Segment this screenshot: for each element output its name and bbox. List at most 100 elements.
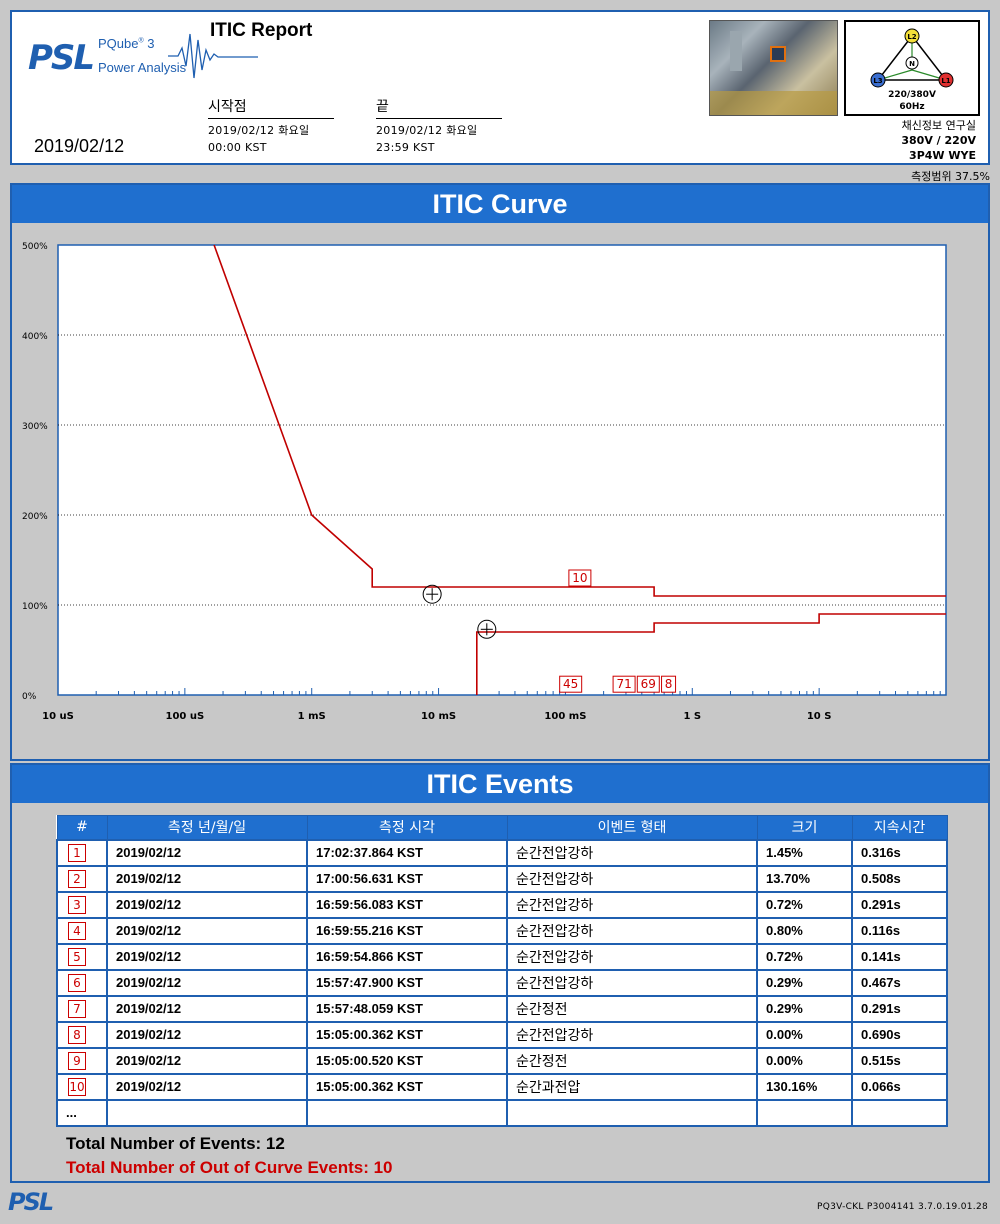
svg-text:L1: L1 xyxy=(941,77,950,85)
event-mag-cell: 0.72% xyxy=(756,942,853,971)
footer-version: PQ3V-CKL P3004141 3.7.0.19.01.28 xyxy=(817,1202,988,1212)
event-type-cell: 순간전압강하 xyxy=(506,864,758,893)
event-number-cell: 2 xyxy=(56,864,108,893)
y-tick-label: 200% xyxy=(22,512,48,522)
wiring-frequency: 60Hz xyxy=(899,102,925,112)
event-dur-cell: 0.467s xyxy=(851,968,948,997)
table-row: 4 2019/02/12 16:59:55.216 KST 순간전압강하 0.80% 0.… xyxy=(56,916,948,945)
event-time-cell: 15:05:00.362 KST xyxy=(306,1020,508,1049)
total-out-of-curve-events: Total Number of Out of Curve Events: 10 xyxy=(66,1158,393,1177)
event-number-badge: 5 xyxy=(68,947,86,966)
event-type-cell: 순간과전압 xyxy=(506,1072,758,1101)
event-type-cell: 순간전압강하 xyxy=(506,838,758,867)
event-crosshair-icon xyxy=(422,584,442,604)
event-label-box xyxy=(612,675,636,693)
table-row: 5 2019/02/12 16:59:54.866 KST 순간전압강하 0.72% 0.… xyxy=(56,942,948,971)
event-number-badge: 6 xyxy=(68,973,86,992)
itic-chart: 0% 100% 200% 300% 400% 500% 10 uS 100 uS 1 mS 10 … xyxy=(12,225,988,759)
y-tick-label: 400% xyxy=(22,332,48,342)
table-row: 6 2019/02/12 15:57:47.900 KST 순간전압강하 0.29% 0.… xyxy=(56,968,948,997)
empty-cell xyxy=(306,1098,508,1127)
x-tick-label: 10 S xyxy=(807,711,832,722)
event-mag-cell: 0.00% xyxy=(756,1046,853,1075)
end-date: 2019/02/12 화요일 xyxy=(376,124,478,137)
event-mag-cell: 1.45% xyxy=(756,838,853,867)
total-events: Total Number of Events: 12 xyxy=(66,1134,285,1153)
start-date: 2019/02/12 화요일 xyxy=(208,124,310,137)
table-row: 2 2019/02/12 17:00:56.631 KST 순간전압강하 13.70% 0… xyxy=(56,864,948,893)
event-number-badge: 9 xyxy=(68,1051,86,1070)
event-date-cell: 2019/02/12 xyxy=(106,864,308,893)
product-subtitle: Power Analysis xyxy=(98,60,187,75)
event-time-cell: 15:05:00.520 KST xyxy=(306,1046,508,1075)
table-header-row: # 측정 년/월/일 측정 시각 이벤트 형태 크기 지속시간 xyxy=(56,815,948,840)
end-label: 끝 xyxy=(376,96,502,119)
event-dur-cell: 0.066s xyxy=(851,1072,948,1101)
x-tick-label: 10 mS xyxy=(421,711,456,722)
event-date-cell: 2019/02/12 xyxy=(106,1046,308,1075)
event-dur-cell: 0.316s xyxy=(851,838,948,867)
event-number-cell: 1 xyxy=(56,838,108,867)
start-time: 00:00 KST xyxy=(208,141,267,154)
event-label: 45 xyxy=(563,677,578,691)
event-number-cell: 8 xyxy=(56,1020,108,1049)
event-date-cell: 2019/02/12 xyxy=(106,838,308,867)
nominal-voltage: 380V / 220V xyxy=(901,134,976,147)
itic-chart-svg: 0% 100% 200% 300% 400% 500% 10 uS 100 uS 1 mS 10 … xyxy=(22,242,947,722)
event-time-cell: 15:57:47.900 KST xyxy=(306,968,508,997)
table-row: 1 2019/02/12 17:02:37.864 KST 순간전압강하 1.45% 0.… xyxy=(56,838,948,867)
event-number-badge: 8 xyxy=(68,1025,86,1044)
site-name: 채신정보 연구실 xyxy=(901,119,976,132)
event-time-cell: 17:02:37.864 KST xyxy=(306,838,508,867)
event-label-box xyxy=(559,675,583,693)
event-mag-cell: 0.80% xyxy=(756,916,853,945)
event-time-cell: 15:57:48.059 KST xyxy=(306,994,508,1023)
event-number-cell: 6 xyxy=(56,968,108,997)
ellipsis-cell: ... xyxy=(56,1098,108,1127)
event-mag-cell: 0.29% xyxy=(756,994,853,1023)
event-number-cell: 5 xyxy=(56,942,108,971)
logo-psl-text: PSL xyxy=(28,38,95,78)
event-time-cell: 15:05:00.362 KST xyxy=(306,1072,508,1101)
event-date-cell: 2019/02/12 xyxy=(106,916,308,945)
event-number-badge: 4 xyxy=(68,921,86,940)
table-row: 7 2019/02/12 15:57:48.059 KST 순간정전 0.29% 0.29… xyxy=(56,994,948,1023)
col-header-date: 측정 년/월/일 xyxy=(106,815,308,840)
event-number-badge: 7 xyxy=(68,999,86,1018)
event-date-cell: 2019/02/12 xyxy=(106,994,308,1023)
start-label: 시작점 xyxy=(208,96,334,119)
event-number-cell: 3 xyxy=(56,890,108,919)
itic-curve-line-1 xyxy=(475,613,946,695)
svg-text:L2: L2 xyxy=(907,33,916,41)
table-row: 9 2019/02/12 15:05:00.520 KST 순간정전 0.00% 0.51… xyxy=(56,1046,948,1075)
event-time-cell: 16:59:55.216 KST xyxy=(306,916,508,945)
event-type-cell: 순간정전 xyxy=(506,1046,758,1075)
table-row: 3 2019/02/12 16:59:56.083 KST 순간전압강하 0.72% 0.… xyxy=(56,890,948,919)
x-tick-label: 10 uS xyxy=(42,711,74,722)
end-block: 끝 2019/02/12 화요일 23:59 KST xyxy=(376,96,502,154)
plot-area xyxy=(57,244,947,696)
footer-psl-logo: PSL xyxy=(8,1188,54,1216)
event-dur-cell: 0.690s xyxy=(851,1020,948,1049)
svg-text:L3: L3 xyxy=(873,77,882,85)
site-info: 채신정보 연구실 380V / 220V 3P4W WYE xyxy=(901,118,976,163)
y-tick-label: 300% xyxy=(22,422,48,432)
event-time-cell: 16:59:54.866 KST xyxy=(306,942,508,971)
event-label: 10 xyxy=(572,571,587,585)
x-tick-label: 100 mS xyxy=(544,711,586,722)
event-number-cell: 4 xyxy=(56,916,108,945)
event-mag-cell: 130.16% xyxy=(756,1072,853,1101)
event-number-badge: 1 xyxy=(68,843,86,862)
event-dur-cell: 0.508s xyxy=(851,864,948,893)
empty-cell xyxy=(851,1098,948,1127)
events-table: # 측정 년/월/일 측정 시각 이벤트 형태 크기 지속시간 1 2019/02… xyxy=(56,815,948,1127)
end-time: 23:59 KST xyxy=(376,141,435,154)
event-dur-cell: 0.515s xyxy=(851,1046,948,1075)
col-header-type: 이벤트 형태 xyxy=(506,815,758,840)
wiring-diagram: L2 L3 L1 N 220/380V 60Hz xyxy=(844,20,980,116)
event-number-cell: 10 xyxy=(56,1072,108,1101)
empty-cell xyxy=(106,1098,308,1127)
event-label: 69 xyxy=(641,677,656,691)
event-type-cell: 순간전압강하 xyxy=(506,968,758,997)
svg-text:N: N xyxy=(909,60,915,68)
